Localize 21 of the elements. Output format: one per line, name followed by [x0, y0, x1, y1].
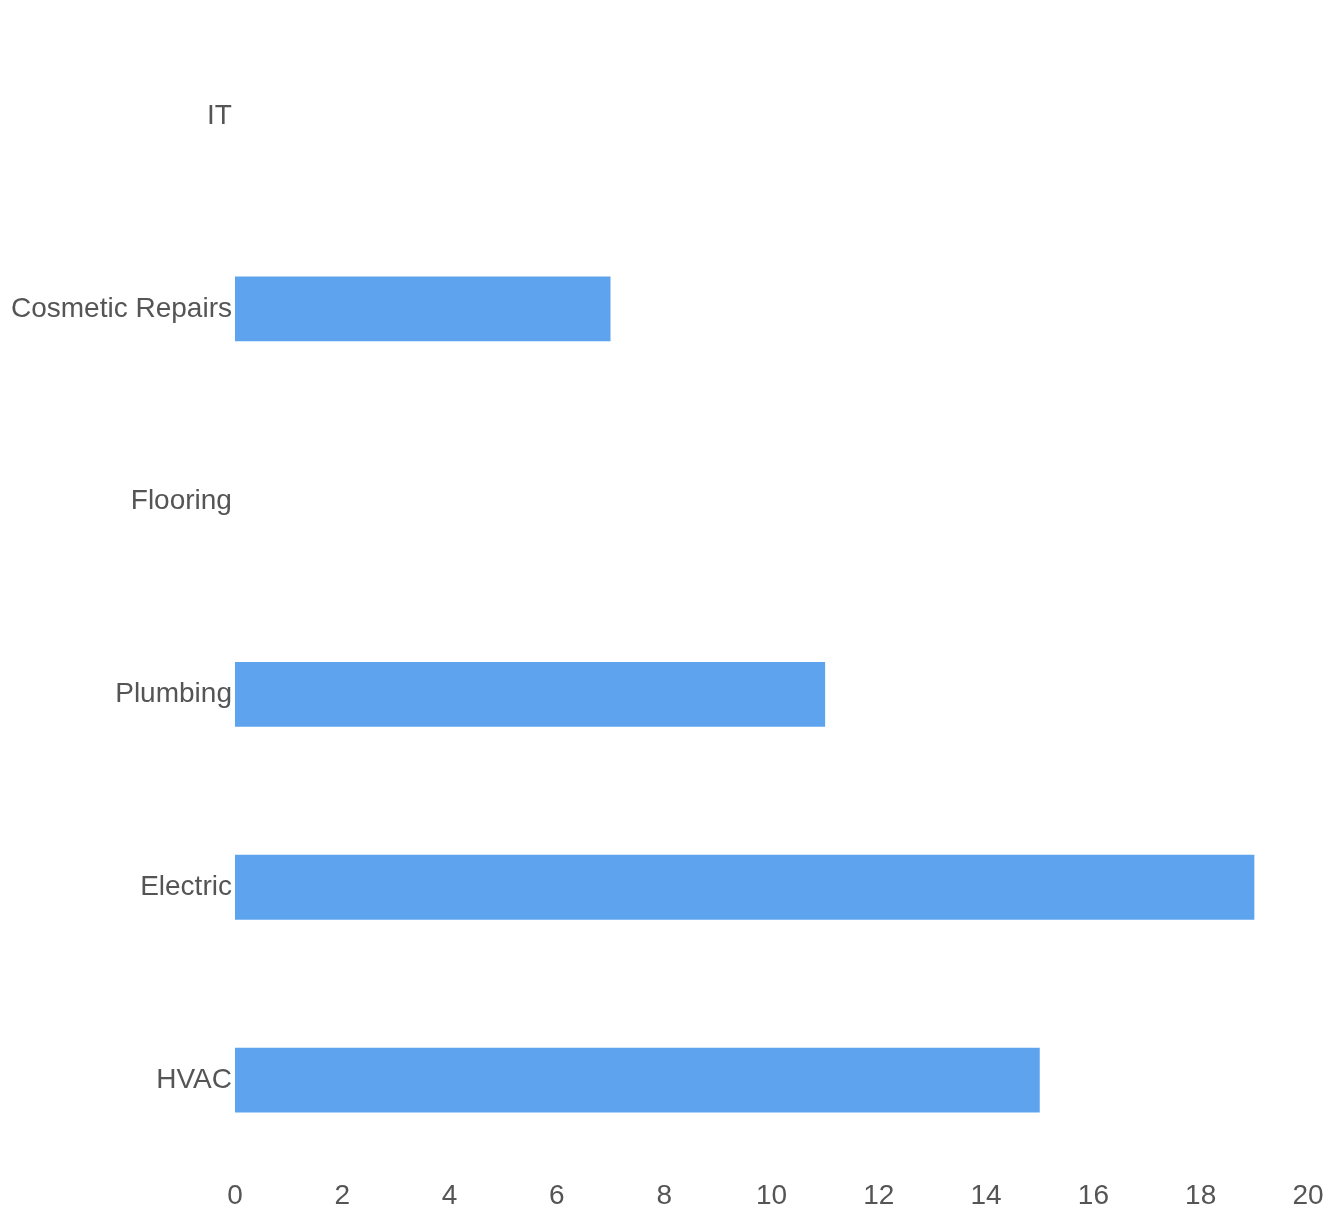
bar	[234, 854, 1255, 920]
x-tick-label: 12	[863, 1178, 895, 1210]
x-tick-label: 2	[334, 1178, 351, 1210]
x-tick-label: 0	[227, 1178, 243, 1210]
x-tick-label: 20	[1292, 1178, 1324, 1210]
bar	[234, 662, 826, 727]
x-tick-label: 4	[441, 1178, 458, 1210]
x-tick-label: 10	[755, 1178, 788, 1210]
y-tick-label: Plumbing	[115, 677, 232, 709]
y-tick-label: HVAC	[156, 1062, 232, 1094]
y-tick-label: Electric	[140, 869, 232, 901]
y-tick-label: Flooring	[130, 484, 232, 516]
y-tick-label: Cosmetic Repairs	[11, 291, 232, 323]
x-tick-label: 8	[656, 1178, 672, 1210]
bar	[234, 276, 611, 342]
x-tick-label: 18	[1185, 1178, 1217, 1210]
x-tick-label: 14	[970, 1178, 1002, 1210]
x-tick-label: 6	[549, 1178, 565, 1210]
y-tick-label: IT	[207, 98, 232, 130]
bar	[234, 1047, 1040, 1113]
x-tick-label: 16	[1077, 1178, 1109, 1210]
